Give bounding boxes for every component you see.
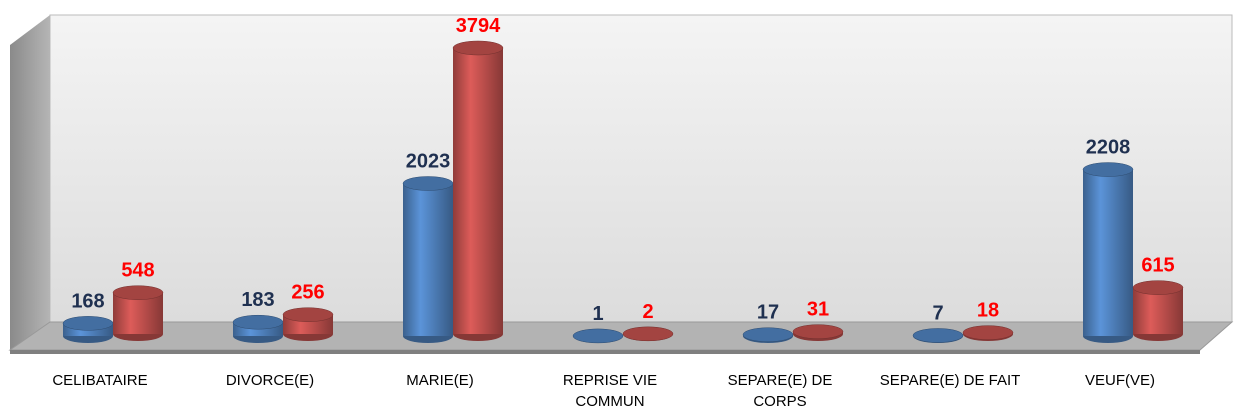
bar bbox=[1132, 280, 1184, 341]
x-tick-label: MARIE(E) bbox=[406, 372, 474, 389]
bar-top bbox=[452, 40, 504, 56]
bars: 168 548 183 256 2023 3794 1 2 17 31 7 18 2208 615 bbox=[62, 15, 1184, 344]
bar-top bbox=[622, 326, 674, 342]
bar bbox=[112, 285, 164, 341]
bar bbox=[622, 326, 674, 342]
bar-top bbox=[282, 307, 334, 322]
value-label: 3794 bbox=[456, 15, 501, 37]
bar bbox=[282, 307, 334, 341]
value-label: 31 bbox=[807, 299, 829, 321]
bar-top bbox=[962, 325, 1014, 340]
bar bbox=[792, 324, 844, 341]
bar bbox=[232, 314, 284, 343]
bar-top bbox=[792, 324, 844, 339]
value-label: 2 bbox=[642, 301, 653, 323]
x-tick-label: SEPARE(E) DE CORPS bbox=[727, 372, 833, 410]
bar-top bbox=[912, 328, 964, 343]
bar bbox=[402, 176, 454, 343]
value-label: 256 bbox=[291, 282, 324, 304]
value-label: 17 bbox=[757, 302, 779, 324]
value-label: 168 bbox=[71, 290, 104, 312]
bar-top bbox=[1132, 280, 1184, 295]
x-tick-label: VEUF(VE) bbox=[1084, 372, 1155, 389]
value-label: 2023 bbox=[406, 151, 451, 173]
bar-body bbox=[1133, 287, 1183, 334]
bar-top bbox=[742, 327, 794, 342]
bar-top bbox=[402, 176, 454, 191]
bar-top bbox=[232, 314, 284, 330]
bar-body bbox=[403, 183, 453, 336]
x-tick-label: DIVORCE(E) bbox=[225, 372, 315, 389]
value-label: 7 bbox=[932, 302, 943, 324]
value-label: 1 bbox=[592, 303, 603, 325]
x-tick-label: CELIBATAIRE bbox=[52, 372, 148, 389]
bar-top bbox=[62, 316, 114, 331]
x-tick-label: SEPARE(E) DE FAIT bbox=[879, 372, 1021, 389]
bar bbox=[572, 328, 624, 344]
bar-top bbox=[1082, 162, 1134, 177]
value-label: 548 bbox=[121, 260, 154, 282]
bar-body bbox=[453, 48, 503, 334]
bar bbox=[962, 325, 1014, 341]
bar bbox=[742, 327, 794, 343]
bar-top bbox=[112, 285, 164, 300]
floor-edge bbox=[10, 350, 1200, 354]
value-label: 2208 bbox=[1086, 137, 1131, 159]
value-label: 183 bbox=[241, 289, 274, 311]
value-label: 615 bbox=[1141, 255, 1174, 277]
back-wall bbox=[49, 14, 1233, 323]
x-tick-label: REPRISE VIE COMMUN bbox=[562, 372, 658, 410]
bar bbox=[62, 316, 114, 343]
bar bbox=[452, 40, 504, 341]
bar-top bbox=[572, 328, 624, 344]
side-wall bbox=[10, 15, 50, 350]
bar bbox=[912, 328, 964, 343]
bar bbox=[1082, 162, 1134, 343]
bar-body bbox=[1083, 169, 1133, 336]
value-label: 18 bbox=[977, 300, 999, 322]
